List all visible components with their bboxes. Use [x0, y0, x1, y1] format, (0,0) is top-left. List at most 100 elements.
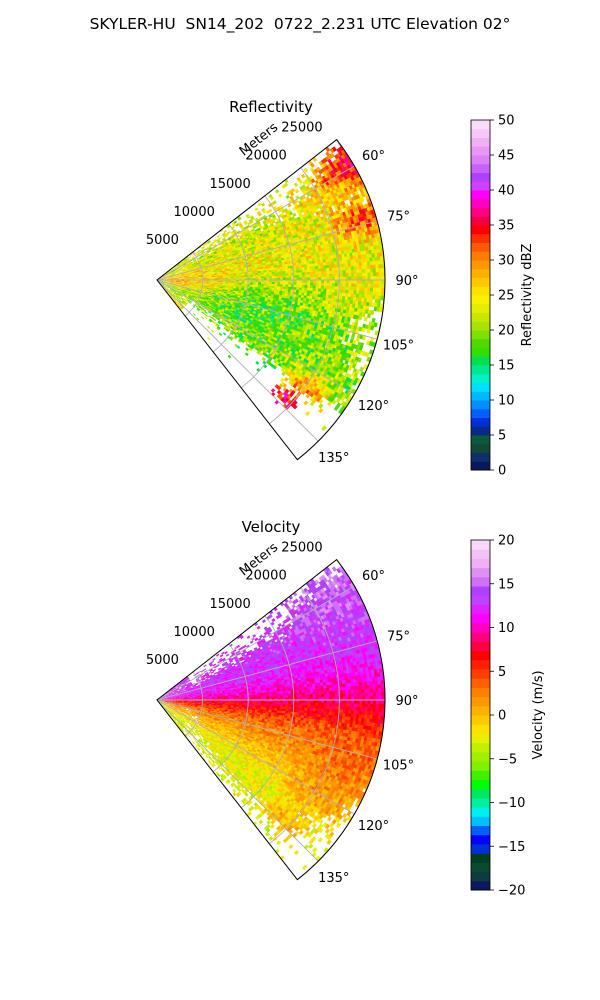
data-cell — [194, 262, 198, 265]
data-cell — [184, 267, 189, 270]
data-cell — [173, 268, 177, 271]
data-cell — [225, 233, 230, 237]
data-cell — [179, 262, 183, 266]
data-cell — [232, 234, 237, 238]
data-cell — [194, 262, 198, 265]
data-cell — [278, 193, 283, 198]
data-cell — [224, 255, 228, 259]
data-cell — [227, 242, 232, 246]
data-cell — [209, 262, 213, 265]
data-cell — [182, 270, 187, 272]
data-cell — [267, 217, 272, 222]
data-cell — [187, 265, 191, 268]
data-cell — [209, 256, 214, 259]
data-cell — [214, 252, 218, 255]
data-cell — [184, 260, 188, 263]
data-cell — [257, 212, 262, 217]
data-cell — [200, 254, 204, 257]
data-cell — [176, 268, 180, 271]
data-cell — [232, 246, 237, 250]
data-cell — [179, 269, 183, 271]
data-cell — [234, 250, 238, 254]
data-cell — [235, 253, 239, 257]
data-cell — [260, 276, 265, 279]
data-cell — [227, 248, 232, 252]
data-cell — [271, 275, 276, 279]
data-cell — [243, 245, 248, 249]
data-cell — [247, 240, 252, 244]
data-cell — [347, 189, 353, 195]
data-cell — [258, 224, 263, 229]
data-cell — [217, 247, 222, 251]
data-cell — [363, 316, 368, 322]
data-cell — [169, 273, 173, 276]
data-cell — [348, 280, 352, 284]
data-cell — [236, 243, 241, 246]
data-cell — [355, 337, 360, 343]
data-cell — [164, 275, 168, 277]
data-cell — [223, 247, 228, 251]
data-cell — [262, 209, 267, 214]
data-cell — [243, 220, 247, 224]
data-cell — [239, 242, 244, 245]
data-cell — [359, 280, 363, 285]
data-cell — [169, 272, 173, 275]
data-cell — [230, 226, 235, 230]
data-cell — [245, 229, 250, 233]
data-cell — [307, 274, 311, 278]
data-cell — [176, 263, 180, 266]
data-cell — [166, 273, 170, 276]
data-cell — [182, 261, 186, 265]
data-cell — [179, 268, 183, 271]
data-cell — [190, 268, 195, 270]
data-cell — [188, 261, 192, 264]
data-cell — [220, 254, 225, 257]
data-cell — [359, 196, 365, 203]
data-cell — [174, 265, 178, 268]
data-cell — [190, 266, 194, 269]
figure-title: SKYLER-HU SN14_202 0722_2.231 UTC Elevat… — [89, 15, 511, 33]
data-cell — [235, 234, 240, 238]
data-cell — [175, 272, 179, 275]
data-cell — [235, 245, 239, 249]
data-cell — [381, 280, 385, 285]
data-cell — [244, 221, 248, 226]
data-cell — [223, 254, 228, 258]
data-cell — [237, 221, 242, 226]
data-cell — [213, 259, 218, 262]
data-cell — [209, 254, 213, 257]
data-cell — [302, 180, 307, 186]
data-cell — [251, 217, 255, 221]
data-cell — [329, 273, 333, 278]
data-cell — [340, 273, 344, 278]
data-cell — [198, 257, 202, 260]
data-cell — [232, 229, 237, 233]
data-cell — [200, 263, 205, 266]
data-cell — [254, 207, 259, 212]
data-cell — [313, 168, 319, 174]
data-cell — [227, 241, 231, 245]
data-cell — [177, 265, 181, 268]
data-cell — [329, 148, 335, 154]
data-cell — [210, 258, 214, 261]
data-cell — [164, 275, 168, 277]
data-cell — [231, 243, 235, 247]
data-cell — [210, 259, 215, 262]
data-cell — [256, 210, 261, 215]
data-cell — [215, 248, 219, 252]
data-cell — [205, 253, 210, 257]
data-cell — [268, 194, 273, 199]
data-cell — [193, 260, 198, 263]
data-cell — [199, 260, 204, 263]
data-cell — [189, 263, 193, 266]
data-cell — [205, 260, 209, 263]
data-cell — [175, 266, 179, 269]
data-cell — [263, 276, 267, 279]
data-cell — [166, 274, 170, 276]
data-cell — [238, 223, 243, 227]
data-cell — [168, 270, 172, 273]
data-cell — [375, 280, 380, 285]
data-cell — [204, 251, 209, 255]
data-cell — [228, 243, 232, 247]
data-cell — [216, 249, 220, 253]
